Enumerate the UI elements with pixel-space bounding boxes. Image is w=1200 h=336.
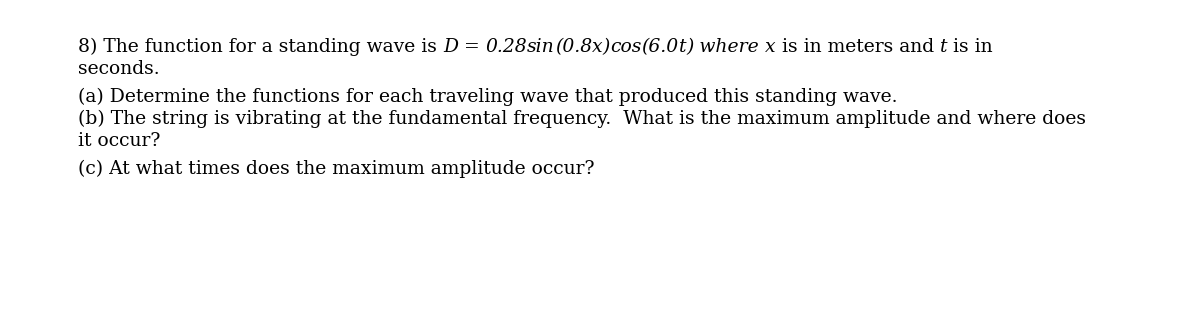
Text: (c) At what times does the maximum amplitude occur?: (c) At what times does the maximum ampli… xyxy=(78,160,594,178)
Text: (0.8: (0.8 xyxy=(554,38,592,56)
Text: 0.28: 0.28 xyxy=(486,38,527,56)
Text: t: t xyxy=(940,38,947,56)
Text: 8) The function for a standing wave is: 8) The function for a standing wave is xyxy=(78,38,443,56)
Text: sin: sin xyxy=(527,38,554,56)
Text: =: = xyxy=(458,38,486,56)
Text: seconds.: seconds. xyxy=(78,60,160,78)
Text: D: D xyxy=(443,38,458,56)
Text: x: x xyxy=(592,38,602,56)
Text: ) where: ) where xyxy=(686,38,764,56)
Text: (a) Determine the functions for each traveling wave that produced this standing : (a) Determine the functions for each tra… xyxy=(78,88,898,106)
Text: is in meters and: is in meters and xyxy=(775,38,940,56)
Text: (6.0: (6.0 xyxy=(642,38,679,56)
Text: (b) The string is vibrating at the fundamental frequency.  What is the maximum a: (b) The string is vibrating at the funda… xyxy=(78,110,1086,128)
Text: x: x xyxy=(764,38,775,56)
Text: it occur?: it occur? xyxy=(78,132,161,150)
Text: ): ) xyxy=(602,38,610,56)
Text: is in: is in xyxy=(947,38,992,56)
Text: t: t xyxy=(679,38,686,56)
Text: cos: cos xyxy=(610,38,642,56)
